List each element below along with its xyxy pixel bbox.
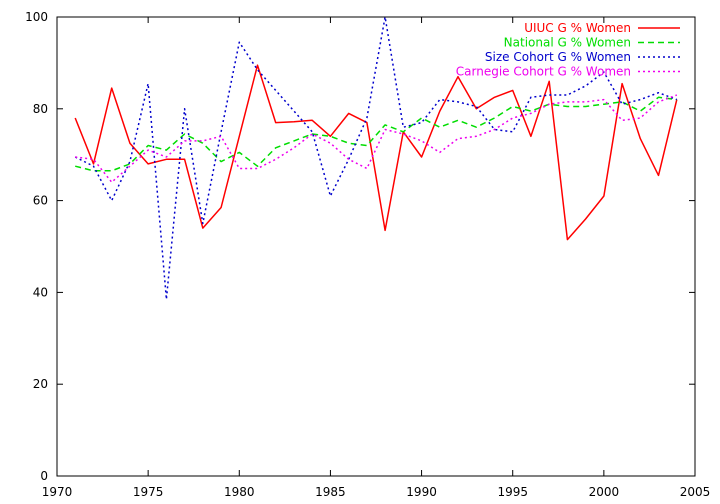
legend-label-1: UIUC G % Women [524,21,631,35]
y-tick-label: 40 [33,285,48,299]
legend-label-2: National G % Women [504,36,631,50]
series-layer [74,16,678,301]
x-tick-label: 1975 [133,485,164,499]
series-line-3 [74,16,678,301]
y-tick-label: 80 [33,102,48,116]
series-line-4 [75,94,678,183]
series-line-1 [74,64,678,241]
axis-ticks: 1970 1975 1980 1985 1990 1995 2000 2005 0 20 40 60 8… [25,10,710,499]
y-tick-label: 100 [25,10,48,24]
y-tick-label: 0 [40,469,48,483]
x-tick-label: 1995 [497,485,528,499]
x-tick-label: 1980 [224,485,255,499]
x-tick-label: 2005 [680,485,711,499]
y-tick-label: 20 [33,377,48,391]
y-tick-label: 60 [33,194,48,208]
x-tick-label: 1970 [42,485,73,499]
series-line-2 [75,96,677,172]
plot-frame [56,16,696,477]
legend-label-3: Size Cohort G % Women [485,50,631,64]
x-tick-label: 1990 [406,485,437,499]
x-tick-label: 1985 [315,485,346,499]
legend-label-4: Carnegie Cohort G % Women [456,65,631,79]
x-tick-label: 2000 [589,485,620,499]
